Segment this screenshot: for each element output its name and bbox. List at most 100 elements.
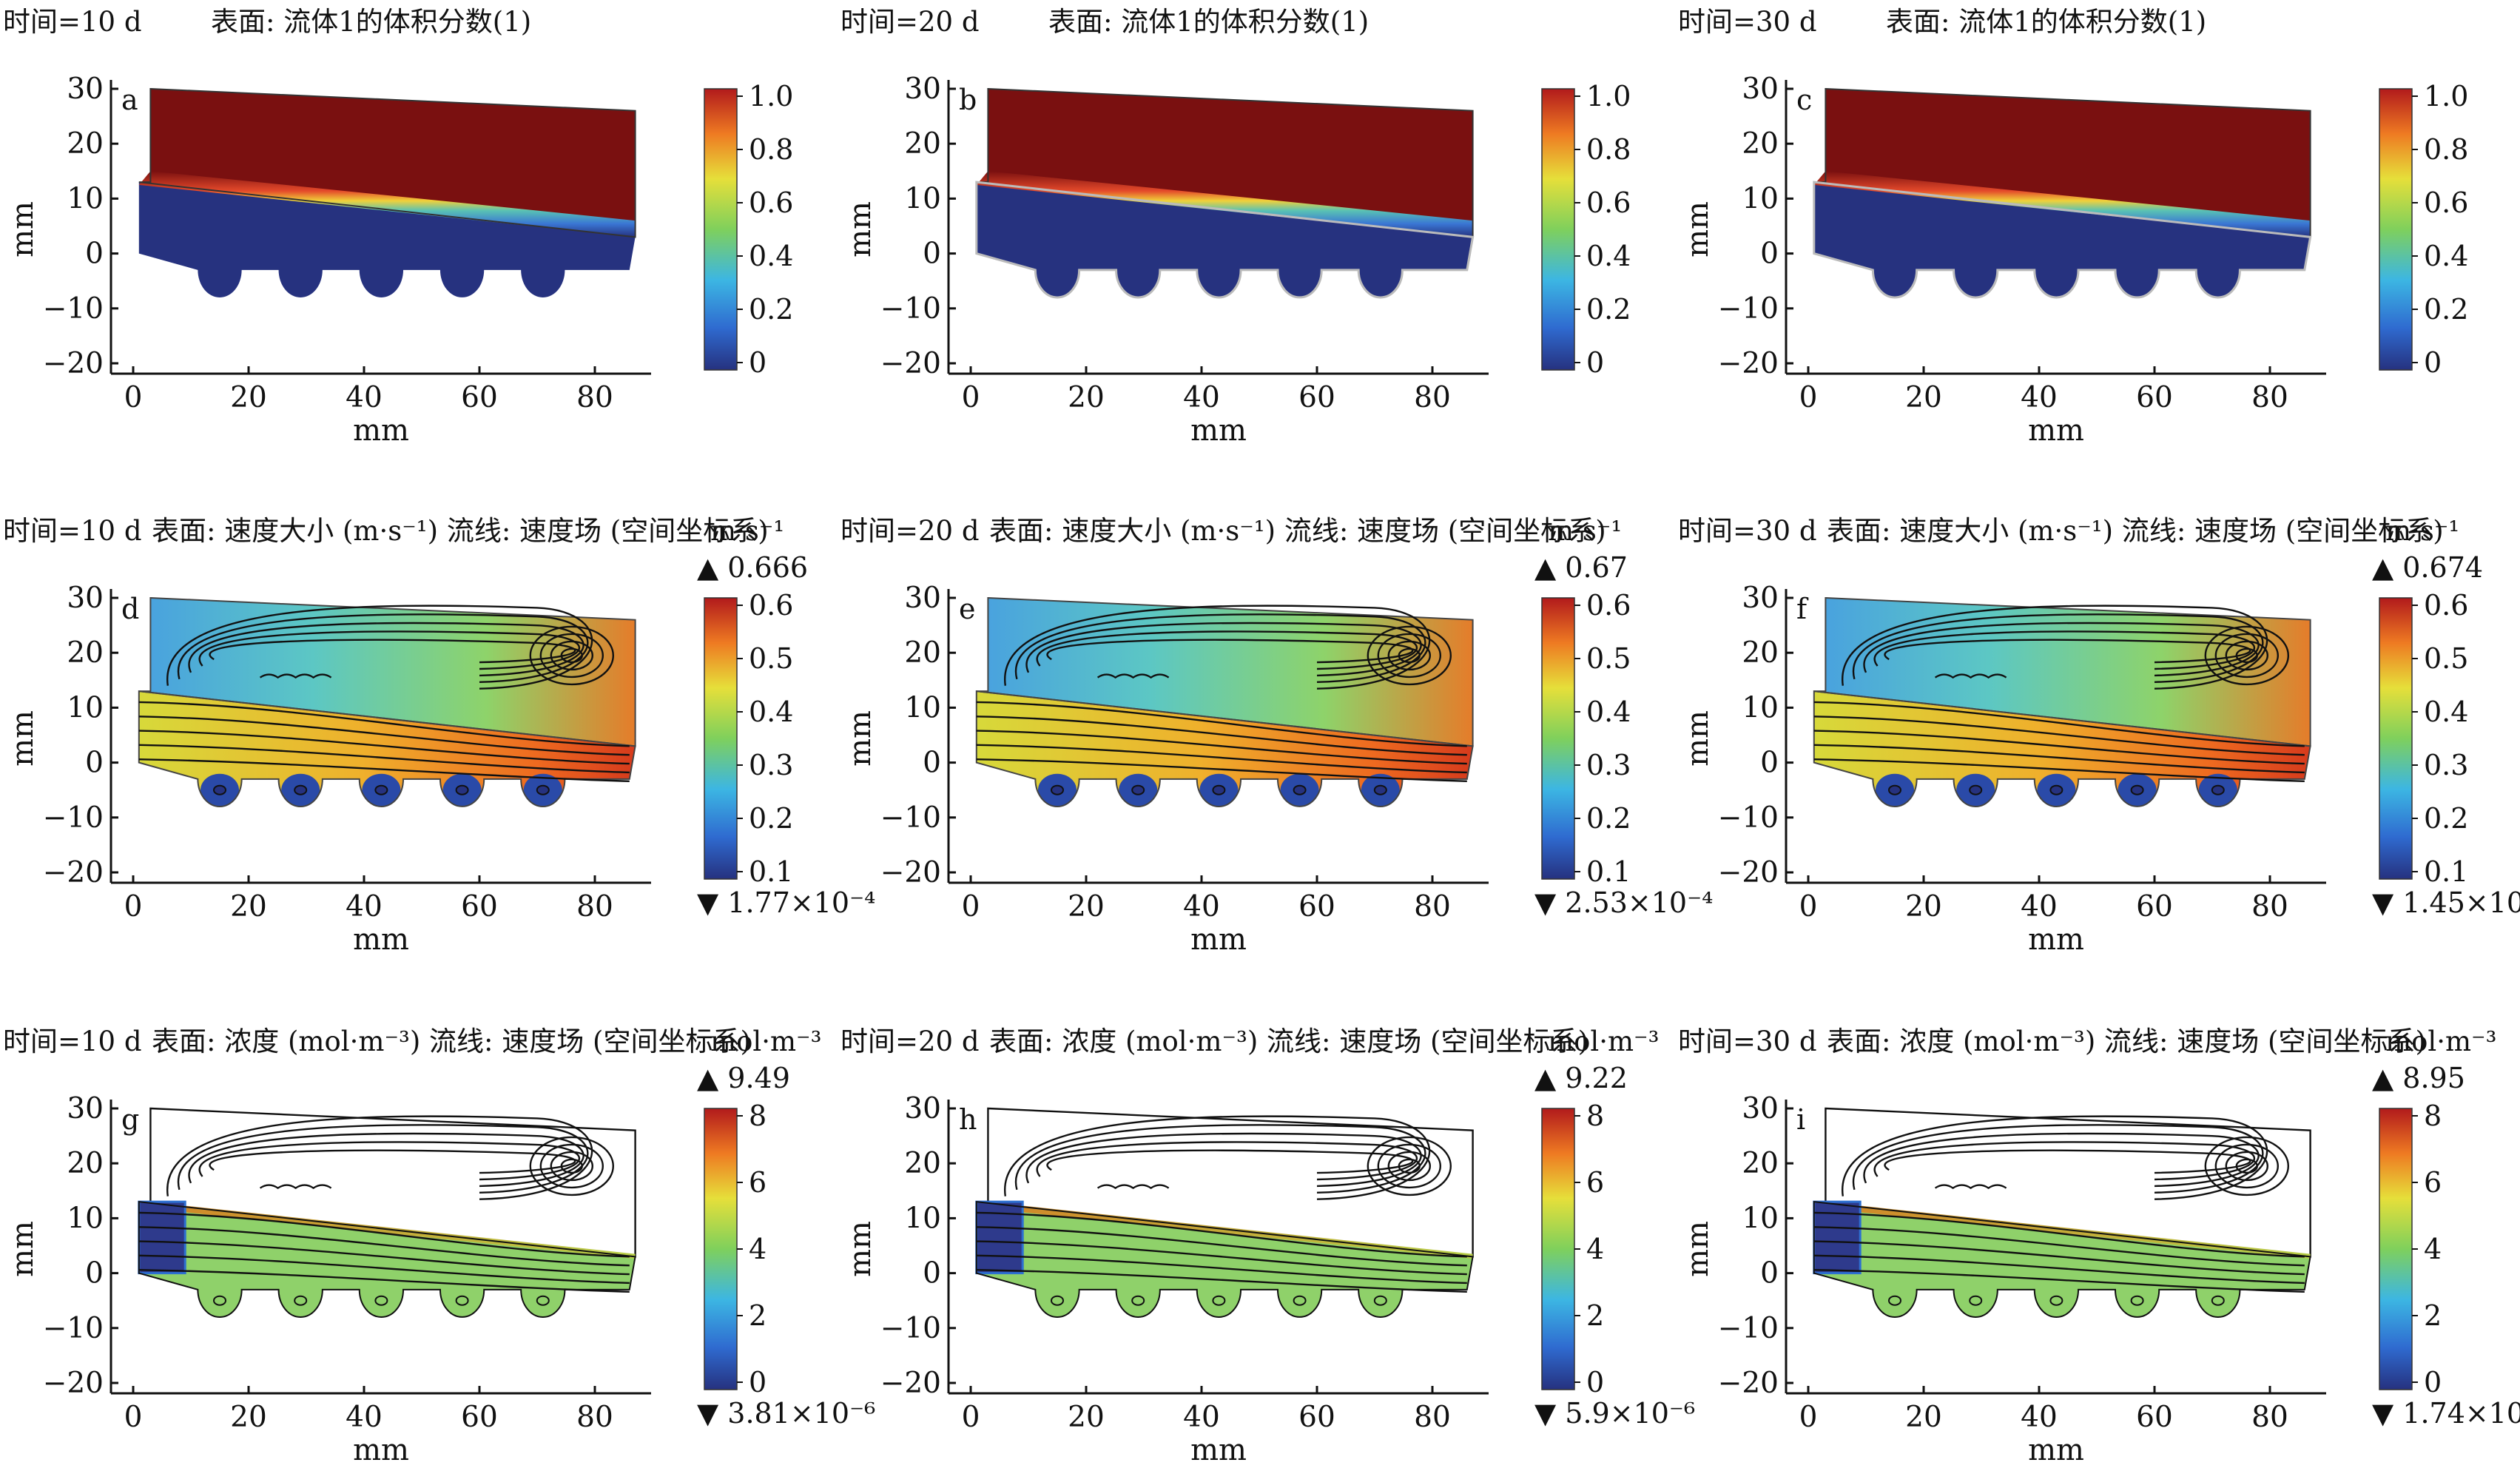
- panel-letter: a: [121, 84, 138, 116]
- y-tick-label: 30: [904, 582, 941, 615]
- vortex-ring: [1377, 1143, 1441, 1189]
- x-tick-label: 20: [230, 1401, 267, 1434]
- vortex-ring: [2225, 640, 2268, 671]
- colorbar-min: ▼ 1.74×10⁻⁵: [2372, 1397, 2520, 1430]
- y-tick-label: 30: [67, 73, 104, 106]
- cavity-vortex: [1293, 784, 1307, 795]
- colorbar-tick-label: 0.2: [1586, 293, 1631, 326]
- x-tick-label: 0: [1799, 1401, 1818, 1434]
- x-tick-label: 80: [1414, 381, 1451, 414]
- streamline: [188, 622, 584, 677]
- y-tick-label: 20: [1742, 1147, 1779, 1180]
- concentration-field: [1813, 1202, 2311, 1317]
- streamline: [1813, 1240, 2305, 1276]
- streamline: [976, 744, 1467, 774]
- cavity-vortex: [374, 1295, 388, 1306]
- streamline: [166, 605, 593, 690]
- colorbar-tick-label: 0.2: [749, 293, 793, 326]
- colorbar-tick-label: 0.5: [749, 642, 793, 675]
- x-tick-label: 40: [346, 381, 383, 414]
- y-tick-label: 20: [1742, 127, 1779, 161]
- panel-time: 时间=20 d: [840, 1026, 980, 1057]
- streamline: [209, 1149, 576, 1174]
- axes: 30 20 10 0 −10 −20 0 20 40 60 80 mm mm: [6, 73, 651, 448]
- vortex-ring: [1398, 1158, 1421, 1174]
- x-tick-label: 20: [1068, 1401, 1105, 1434]
- vortex-ring: [1387, 1151, 1431, 1182]
- concentration-field: [138, 1202, 636, 1317]
- y-tick-label: −10: [43, 292, 104, 326]
- y-tick-label: −10: [880, 292, 941, 326]
- y-tick-label: −20: [1718, 1367, 1779, 1400]
- streamline: [138, 730, 630, 765]
- y-tick-label: −10: [1718, 1312, 1779, 1345]
- upper-outline: [976, 596, 1474, 747]
- streamline: [138, 1254, 630, 1285]
- streamline: [1813, 758, 2305, 783]
- x-tick-label: 40: [346, 890, 383, 923]
- x-tick-label: 0: [962, 381, 980, 414]
- cavity-vortex: [1373, 784, 1387, 795]
- x-tick-label: 40: [346, 1401, 383, 1434]
- colorbar-tick-label: 4: [1586, 1233, 1604, 1265]
- axes: 30 20 10 0 −10 −20 0 20 40 60 80 mm mm: [1681, 1092, 2326, 1467]
- streamline: [1025, 1132, 1422, 1188]
- y-tick-label: 30: [904, 1092, 941, 1125]
- panel-time: 时间=10 d: [3, 6, 142, 38]
- y-tick-label: 10: [904, 1202, 941, 1235]
- panel-title: 表面: 浓度 (mol·m⁻³) 流线: 速度场 (空间坐标系): [152, 1026, 751, 1057]
- cavity-vortex: [1212, 784, 1226, 795]
- channel-velocity-field: [976, 691, 1473, 807]
- channel-outline: [1813, 1201, 2311, 1318]
- streamlines: [976, 605, 1467, 783]
- cavity-vortex: [1969, 784, 1983, 795]
- upper-outline: [138, 87, 636, 238]
- x-tick-label: 60: [1298, 890, 1335, 923]
- y-tick-label: 0: [85, 238, 104, 271]
- axes: 30 20 10 0 −10 −20 0 20 40 60 80 mm mm: [843, 582, 1489, 957]
- x-tick-label: 40: [1183, 1401, 1220, 1434]
- colorbar-tick-label: 6: [1586, 1166, 1604, 1199]
- panel-letter: g: [121, 1103, 139, 1136]
- streamline: [1036, 630, 1418, 670]
- concentration-field: [976, 1202, 1473, 1317]
- vortex-ring: [2225, 1151, 2268, 1182]
- y-tick-label: 30: [904, 73, 941, 106]
- streamline: [976, 701, 1467, 747]
- x-tick-label: 20: [1905, 381, 1942, 414]
- cavity-vortex: [536, 1295, 550, 1306]
- axes: 30 20 10 0 −10 −20 0 20 40 60 80 mm mm: [1681, 582, 2326, 957]
- colorbar-tick-label: 0.3: [749, 749, 793, 781]
- y-tick-label: 20: [1742, 636, 1779, 670]
- colorbar-min: ▼ 5.9×10⁻⁶: [1534, 1397, 1695, 1430]
- colorbar: 1.0 0.8 0.6 0.4 0.2 0: [2379, 80, 2468, 379]
- axes: 30 20 10 0 −10 −20 0 20 40 60 80 mm mm: [6, 1092, 651, 1467]
- y-tick-label: −20: [1718, 347, 1779, 380]
- panel-time: 时间=20 d: [840, 515, 980, 547]
- y-tick-label: −20: [880, 856, 941, 889]
- cavity-vortex: [1373, 1295, 1387, 1306]
- vortex-ring: [2214, 1143, 2279, 1189]
- streamline: [976, 1268, 1467, 1293]
- x-tick-label: 20: [1905, 890, 1942, 923]
- x-tick-label: 60: [1298, 381, 1335, 414]
- panel-c: 时间=30 d 表面: 流体1的体积分数(1) 30 20 10 0 −10 −20 0 20 40…: [1678, 6, 2468, 448]
- channel-outline: [1813, 690, 2311, 807]
- panel-time: 时间=30 d: [1678, 6, 1817, 38]
- colorbar-tick-label: 0.8: [749, 133, 793, 166]
- y-tick-label: 10: [67, 691, 104, 724]
- y-tick-label: 10: [67, 182, 104, 215]
- vortex-ring: [2204, 625, 2289, 686]
- y-tick-label: −10: [880, 1312, 941, 1345]
- y-axis-title: mm: [6, 201, 40, 257]
- x-tick-label: 20: [230, 381, 267, 414]
- panel-letter: i: [1796, 1103, 1805, 1136]
- cavity-vortices: [213, 1295, 550, 1306]
- axes: 30 20 10 0 −10 −20 0 20 40 60 80 mm mm: [843, 1092, 1489, 1467]
- y-tick-label: 30: [1742, 582, 1779, 615]
- interface-eddies: [1934, 1184, 2007, 1190]
- streamline: [1884, 639, 2251, 664]
- colorbar-tick-label: 8: [2424, 1100, 2442, 1132]
- x-axis-title: mm: [353, 923, 409, 957]
- y-tick-label: −20: [43, 347, 104, 380]
